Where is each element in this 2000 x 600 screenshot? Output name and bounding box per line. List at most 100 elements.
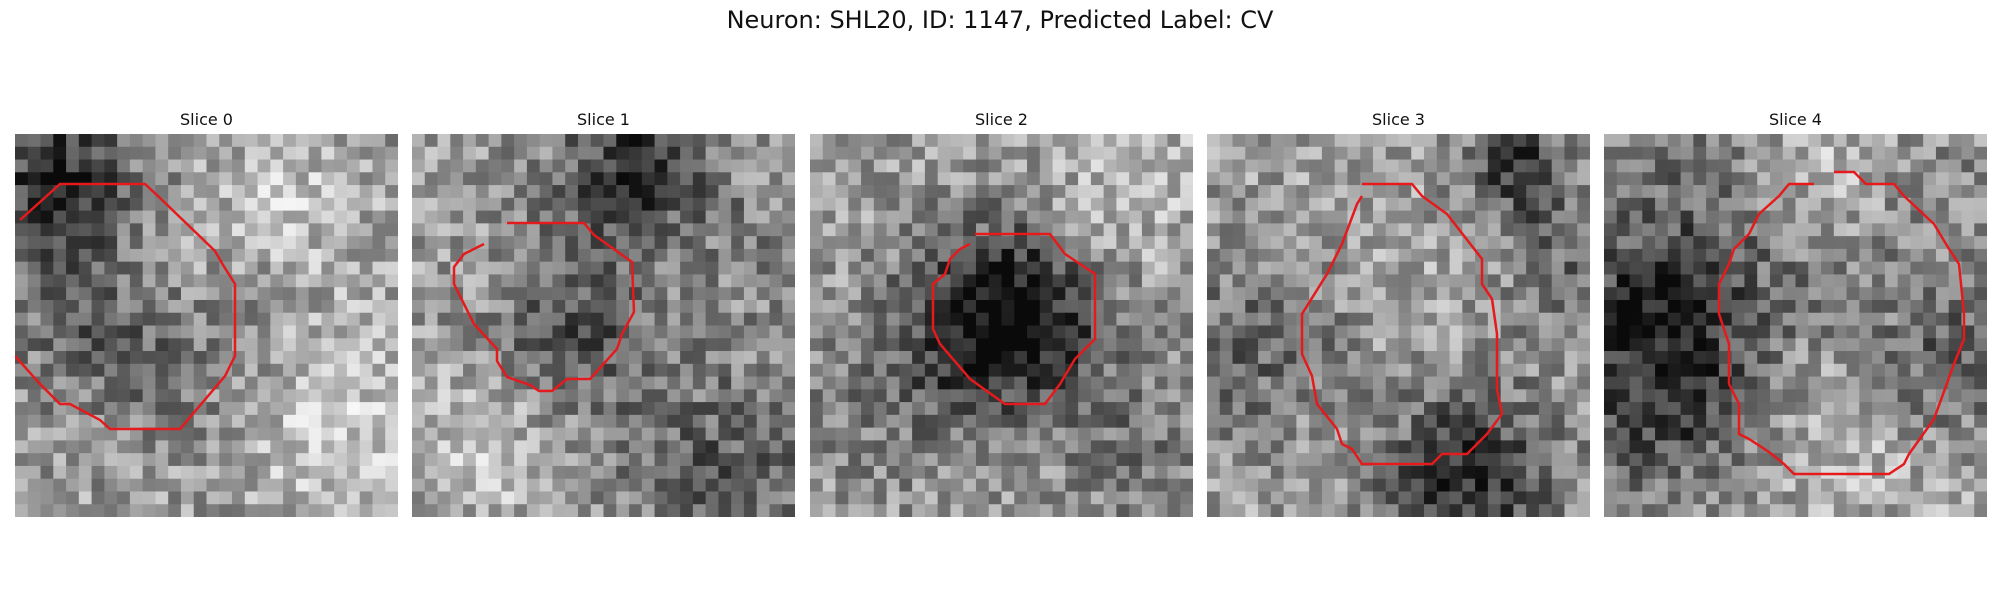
image-pixel (1141, 453, 1156, 467)
image-pixel (1116, 287, 1130, 301)
image-pixel (1154, 351, 1169, 365)
image-pixel (104, 312, 118, 327)
image-pixel (1309, 197, 1323, 212)
image-pixel (1667, 402, 1682, 416)
image-pixel (142, 453, 157, 467)
image-pixel (718, 389, 732, 403)
image-pixel (372, 274, 386, 288)
image-pixel (1731, 338, 1746, 352)
image-pixel (1372, 389, 1387, 403)
image-pixel (1616, 248, 1631, 263)
image-pixel (692, 440, 707, 454)
image-pixel (782, 491, 795, 505)
image-pixel (104, 453, 118, 467)
image-pixel (641, 478, 656, 493)
image-pixel (1385, 440, 1400, 454)
image-pixel (1052, 402, 1066, 416)
image-pixel (1411, 389, 1425, 403)
image-pixel (1141, 223, 1156, 237)
image-pixel (692, 389, 707, 403)
image-pixel (385, 261, 398, 276)
image-pixel (257, 453, 271, 467)
image-pixel (346, 261, 361, 276)
image-pixel (654, 185, 668, 199)
image-pixel (1948, 402, 1963, 416)
image-pixel (1629, 491, 1643, 505)
image-pixel (822, 248, 837, 263)
image-pixel (1449, 504, 1463, 517)
image-pixel (1961, 338, 1975, 352)
image-pixel (1424, 363, 1438, 378)
image-pixel (1385, 504, 1400, 517)
image-pixel (861, 197, 875, 212)
image-pixel (924, 440, 939, 454)
image-pixel (1744, 134, 1758, 148)
image-pixel (1270, 248, 1285, 263)
image-pixel (1207, 287, 1221, 301)
image-pixel (1782, 402, 1797, 416)
image-pixel (1129, 414, 1143, 429)
image-pixel (1449, 197, 1463, 212)
image-pixel (1462, 402, 1476, 416)
image-pixel (1897, 236, 1911, 250)
image-pixel (1795, 453, 1809, 467)
image-pixel (15, 223, 29, 237)
image-pixel (1655, 223, 1669, 237)
image-pixel (1141, 185, 1156, 199)
image-pixel (1680, 287, 1694, 301)
image-pixel (899, 261, 913, 276)
image-pixel (1782, 197, 1797, 212)
image-pixel (283, 172, 297, 186)
image-pixel (1334, 478, 1349, 493)
image-pixel (1154, 440, 1169, 454)
image-pixel (743, 376, 758, 390)
image-pixel (155, 287, 169, 301)
image-pixel (27, 134, 42, 148)
image-pixel (848, 453, 862, 467)
image-pixel (1309, 236, 1323, 250)
image-pixel (244, 389, 259, 403)
image-pixel (488, 389, 502, 403)
image-pixel (104, 389, 118, 403)
image-pixel (1859, 210, 1873, 224)
image-pixel (27, 172, 42, 186)
image-pixel (1693, 491, 1707, 505)
image-pixel (1052, 363, 1066, 378)
image-pixel (810, 376, 824, 390)
image-pixel (1270, 453, 1285, 467)
image-pixel (193, 478, 208, 493)
image-pixel (424, 351, 439, 365)
image-pixel (1910, 261, 1924, 276)
image-pixel (731, 197, 745, 212)
image-pixel (1154, 389, 1169, 403)
image-pixel (873, 465, 888, 480)
image-pixel (1551, 134, 1566, 148)
image-pixel (603, 261, 617, 276)
image-pixel (1846, 197, 1860, 212)
image-pixel (1513, 389, 1527, 403)
image-pixel (680, 363, 694, 378)
image-pixel (1436, 172, 1451, 186)
image-pixel (886, 134, 900, 148)
image-pixel (488, 223, 502, 237)
image-pixel (450, 414, 464, 429)
image-pixel (1270, 478, 1285, 493)
image-pixel (66, 274, 80, 288)
image-pixel (1910, 363, 1924, 378)
image-pixel (1245, 274, 1259, 288)
image-pixel (1897, 312, 1911, 327)
image-pixel (514, 491, 528, 505)
image-pixel (1948, 287, 1963, 301)
image-pixel (450, 465, 464, 480)
image-pixel (1180, 261, 1193, 276)
image-pixel (1449, 363, 1463, 378)
image-pixel (692, 453, 707, 467)
image-pixel (1385, 236, 1400, 250)
image-pixel (552, 325, 566, 339)
image-pixel (321, 134, 335, 148)
image-pixel (1090, 491, 1105, 505)
image-pixel (1859, 402, 1873, 416)
image-pixel (963, 338, 977, 352)
image-pixel (412, 325, 426, 339)
image-pixel (295, 236, 310, 250)
